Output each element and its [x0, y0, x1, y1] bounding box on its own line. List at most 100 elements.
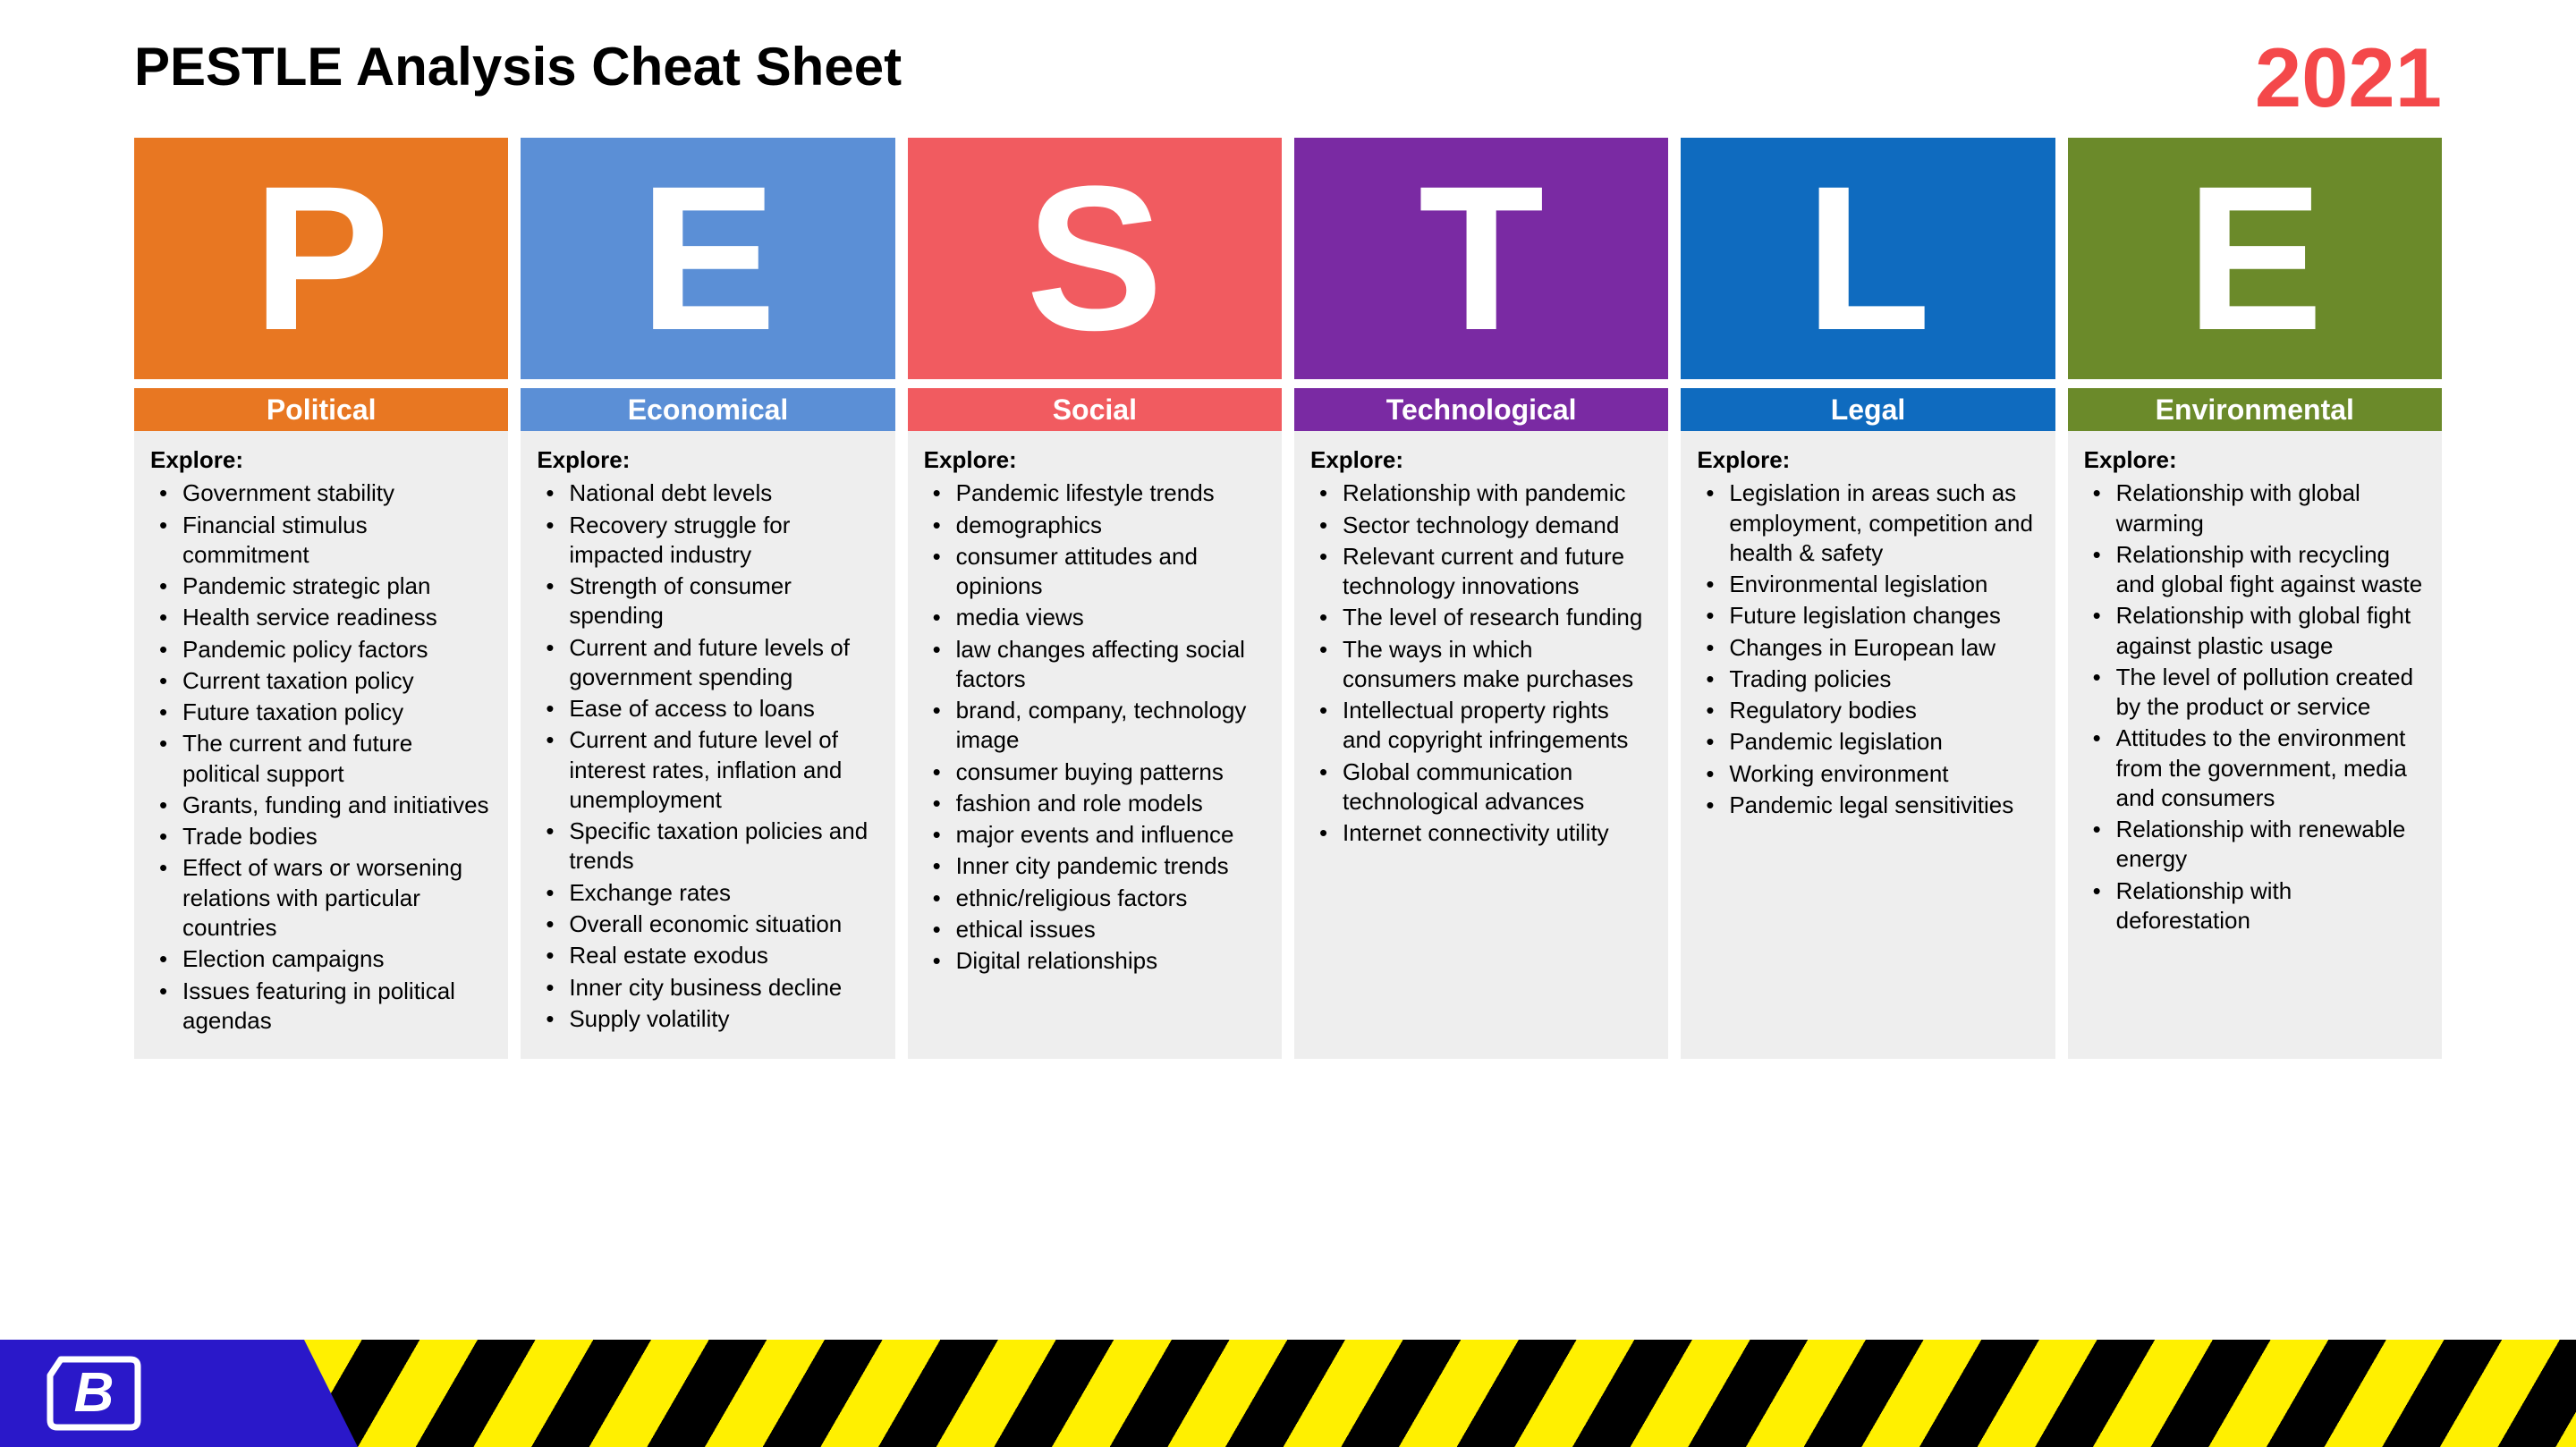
- list-item: ethnic/religious factors: [924, 884, 1266, 913]
- list-item: Current taxation policy: [150, 666, 492, 696]
- list-item: Working environment: [1697, 759, 2038, 789]
- list-item: Relevant current and future technology i…: [1310, 542, 1652, 602]
- list-item: demographics: [924, 511, 1266, 540]
- list-item: Trading policies: [1697, 664, 2038, 694]
- list-item: Recovery struggle for impacted industry: [537, 511, 878, 571]
- list-item: Current and future level of interest rat…: [537, 725, 878, 815]
- list-item: consumer buying patterns: [924, 757, 1266, 787]
- list-item: Environmental legislation: [1697, 570, 2038, 599]
- item-list: Relationship with pandemicSector technol…: [1310, 478, 1652, 848]
- list-item: Sector technology demand: [1310, 511, 1652, 540]
- pestle-column-economical: EEconomicalExplore:National debt levelsR…: [521, 138, 894, 1059]
- column-content: Explore:Government stabilityFinancial st…: [134, 431, 508, 1059]
- list-item: Future legislation changes: [1697, 601, 2038, 630]
- logo-box: B: [0, 1340, 304, 1447]
- list-item: Intellectual property rights and copyrig…: [1310, 696, 1652, 756]
- pestle-label: Environmental: [2156, 393, 2354, 427]
- footer-bar: B: [0, 1340, 2576, 1447]
- letter-box: E: [521, 138, 894, 379]
- list-item: Digital relationships: [924, 946, 1266, 976]
- list-item: The current and future political support: [150, 729, 492, 789]
- explore-heading: Explore:: [2084, 445, 2426, 475]
- pestle-letter: E: [640, 156, 776, 361]
- list-item: Effect of wars or worsening relations wi…: [150, 853, 492, 943]
- header: PESTLE Analysis Cheat Sheet 2021: [0, 0, 2576, 138]
- column-content: Explore:Pandemic lifestyle trendsdemogra…: [908, 431, 1282, 1059]
- explore-heading: Explore:: [537, 445, 878, 475]
- list-item: Internet connectivity utility: [1310, 818, 1652, 848]
- label-bar: Political: [134, 388, 508, 431]
- item-list: Government stabilityFinancial stimulus c…: [150, 478, 492, 1036]
- item-list: Pandemic lifestyle trendsdemographicscon…: [924, 478, 1266, 976]
- pestle-label: Social: [1053, 393, 1137, 427]
- pestle-letter: E: [2186, 156, 2323, 361]
- column-content: Explore:Relationship with global warming…: [2068, 431, 2442, 1059]
- item-list: Legislation in areas such as employment,…: [1697, 478, 2038, 820]
- pestle-column-political: P Political Explore:Government stabilityFi…: [134, 138, 508, 1059]
- pestle-label: Economical: [628, 393, 789, 427]
- list-item: brand, company, technology image: [924, 696, 1266, 756]
- logo-letter: B: [74, 1362, 114, 1424]
- explore-heading: Explore:: [150, 445, 492, 475]
- list-item: law changes affecting social factors: [924, 635, 1266, 695]
- list-item: Supply volatility: [537, 1004, 878, 1034]
- list-item: National debt levels: [537, 478, 878, 508]
- letter-box: T: [1294, 138, 1668, 379]
- list-item: Health service readiness: [150, 603, 492, 632]
- list-item: Global communication technological advan…: [1310, 757, 1652, 817]
- list-item: Real estate exodus: [537, 941, 878, 970]
- list-item: Election campaigns: [150, 944, 492, 974]
- list-item: Government stability: [150, 478, 492, 508]
- explore-heading: Explore:: [1697, 445, 2038, 475]
- list-item: Relationship with deforestation: [2084, 876, 2426, 936]
- list-item: Relationship with recycling and global f…: [2084, 540, 2426, 600]
- list-item: Pandemic legislation: [1697, 727, 2038, 757]
- label-bar: Economical: [521, 388, 894, 431]
- letter-box: S: [908, 138, 1282, 379]
- list-item: Relationship with global fight against p…: [2084, 601, 2426, 661]
- explore-heading: Explore:: [924, 445, 1266, 475]
- pestle-letter: L: [1805, 156, 1931, 361]
- list-item: Current and future levels of government …: [537, 633, 878, 693]
- list-item: Issues featuring in political agendas: [150, 977, 492, 1037]
- list-item: Financial stimulus commitment: [150, 511, 492, 571]
- label-bar: Legal: [1681, 388, 2055, 431]
- list-item: The level of research funding: [1310, 603, 1652, 632]
- list-item: Changes in European law: [1697, 633, 2038, 663]
- pestle-letter: T: [1419, 156, 1545, 361]
- list-item: major events and influence: [924, 820, 1266, 850]
- brand-logo-icon: B: [45, 1349, 143, 1438]
- list-item: consumer attitudes and opinions: [924, 542, 1266, 602]
- list-item: The ways in which consumers make purchas…: [1310, 635, 1652, 695]
- pestle-letter: S: [1026, 156, 1163, 361]
- year-label: 2021: [2255, 36, 2442, 120]
- item-list: National debt levelsRecovery struggle fo…: [537, 478, 878, 1034]
- list-item: Pandemic strategic plan: [150, 571, 492, 601]
- list-item: Attitudes to the environment from the go…: [2084, 724, 2426, 813]
- list-item: Inner city business decline: [537, 973, 878, 1003]
- column-content: Explore:Relationship with pandemicSector…: [1294, 431, 1668, 1059]
- label-bar: Social: [908, 388, 1282, 431]
- label-bar: Technological: [1294, 388, 1668, 431]
- item-list: Relationship with global warmingRelation…: [2084, 478, 2426, 935]
- letter-box: P: [134, 138, 508, 379]
- list-item: Trade bodies: [150, 822, 492, 851]
- pestle-column-technological: T Technological Explore:Relationship with …: [1294, 138, 1668, 1059]
- pestle-letter: P: [252, 156, 389, 361]
- column-content: Explore:National debt levelsRecovery str…: [521, 431, 894, 1059]
- list-item: Ease of access to loans: [537, 694, 878, 724]
- list-item: Pandemic policy factors: [150, 635, 492, 664]
- column-content: Explore:Legislation in areas such as emp…: [1681, 431, 2055, 1059]
- pestle-label: Political: [267, 393, 377, 427]
- explore-heading: Explore:: [1310, 445, 1652, 475]
- pestle-label: Legal: [1831, 393, 1906, 427]
- hazard-stripe: [304, 1340, 2576, 1447]
- list-item: ethical issues: [924, 915, 1266, 944]
- letter-box: E: [2068, 138, 2442, 379]
- list-item: Inner city pandemic trends: [924, 851, 1266, 881]
- label-bar: Environmental: [2068, 388, 2442, 431]
- list-item: Pandemic legal sensitivities: [1697, 791, 2038, 820]
- pestle-label: Technological: [1386, 393, 1577, 427]
- list-item: Exchange rates: [537, 878, 878, 908]
- list-item: Relationship with global warming: [2084, 478, 2426, 538]
